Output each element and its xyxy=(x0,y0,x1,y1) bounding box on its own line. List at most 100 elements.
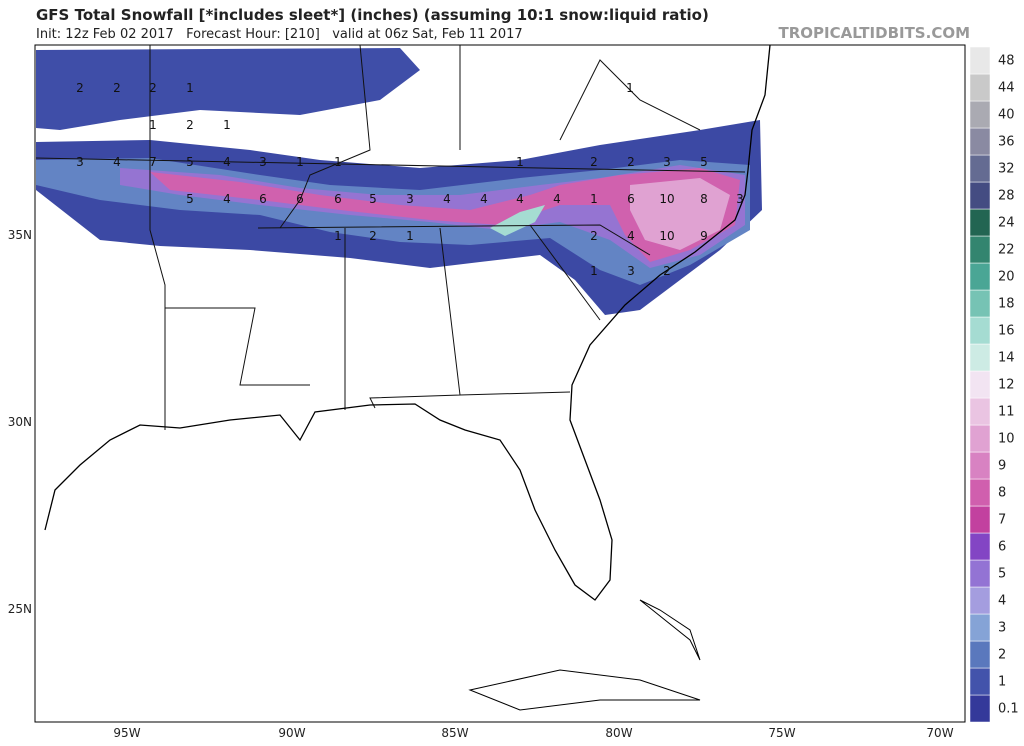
map-value-label: 5 xyxy=(186,192,194,206)
map-value-label: 10 xyxy=(659,192,674,206)
colorbar-swatch xyxy=(969,667,991,696)
map-value-label: 4 xyxy=(480,192,488,206)
title: GFS Total Snowfall [*includes sleet*] (i… xyxy=(36,6,709,24)
colorbar-swatch xyxy=(969,235,991,264)
colorbar-swatch xyxy=(969,289,991,318)
map-value-label: 4 xyxy=(553,192,561,206)
colorbar-label: 9 xyxy=(998,459,1006,474)
lon-label: 75W xyxy=(768,726,795,740)
colorbar-label: 18 xyxy=(998,297,1015,312)
colorbar-swatch xyxy=(969,532,991,561)
state-line xyxy=(165,307,310,386)
map-value-label: 2 xyxy=(590,155,598,169)
colorbar-swatch xyxy=(969,640,991,669)
map-value-label: 6 xyxy=(334,192,342,206)
colorbar-swatch xyxy=(969,397,991,426)
map-value-label: 2 xyxy=(113,81,121,95)
map-value-label: 3 xyxy=(736,192,744,206)
colorbar-swatch xyxy=(969,478,991,507)
state-line xyxy=(35,157,746,173)
map-value-label: 4 xyxy=(113,155,121,169)
map-value-label: 1 xyxy=(626,81,634,95)
colorbar-label: 12 xyxy=(998,378,1015,393)
snow-band xyxy=(150,168,740,262)
state-line xyxy=(529,224,601,321)
colorbar-label: 20 xyxy=(998,270,1015,285)
map-value-label: 5 xyxy=(369,192,377,206)
map-value-label: 5 xyxy=(700,155,708,169)
colorbar-label: 44 xyxy=(998,81,1015,96)
map-value-label: 3 xyxy=(406,192,414,206)
map-value-label: 2 xyxy=(149,81,157,95)
colorbar-label: 7 xyxy=(998,513,1006,528)
colorbar-swatch xyxy=(969,154,991,183)
snow-band xyxy=(630,178,730,250)
map-value-label: 1 xyxy=(186,81,194,95)
map-value-label: 3 xyxy=(627,264,635,278)
islands xyxy=(468,599,701,711)
colorbar-label: 3 xyxy=(998,621,1006,636)
map-value-label: 4 xyxy=(627,229,635,243)
colorbar-swatch xyxy=(969,613,991,642)
map-value-label: 9 xyxy=(700,229,708,243)
state-line xyxy=(459,391,571,396)
subtitle: Init: 12z Feb 02 2017 Forecast Hour: [21… xyxy=(36,27,523,42)
map-value-label: 2 xyxy=(627,155,635,169)
state-line xyxy=(279,44,371,229)
map-value-label: 8 xyxy=(700,192,708,206)
map-value-label: 2 xyxy=(369,229,377,243)
snow-band xyxy=(490,205,545,236)
colorbar-label: 22 xyxy=(998,243,1015,258)
colorbar-label: 32 xyxy=(998,162,1015,177)
state-line xyxy=(369,227,461,409)
colorbar-label: 10 xyxy=(998,432,1015,447)
map-value-label: 4 xyxy=(223,155,231,169)
lat-label: 35N xyxy=(8,228,32,242)
map-value-label: 1 xyxy=(516,155,524,169)
colorbar-label: 1 xyxy=(998,675,1006,690)
map-value-label: 1 xyxy=(334,229,342,243)
colorbar-swatch xyxy=(969,370,991,399)
colorbar-swatch xyxy=(969,451,991,480)
map-value-label: 6 xyxy=(627,192,635,206)
colorbar-label: 5 xyxy=(998,567,1006,582)
colorbar-swatch xyxy=(969,100,991,129)
snow-band xyxy=(36,48,420,130)
colorbar-label: 2 xyxy=(998,648,1006,663)
map-value-label: 1 xyxy=(406,229,414,243)
map-value-label: 7 xyxy=(149,155,157,169)
colorbar-swatch xyxy=(969,424,991,453)
map-value-label: 3 xyxy=(663,155,671,169)
map-value-label: 2 xyxy=(590,229,598,243)
map-value-label: 1 xyxy=(334,155,342,169)
colorbar-swatch xyxy=(969,73,991,102)
colorbar-label: 14 xyxy=(998,351,1015,366)
map-value-label: 6 xyxy=(259,192,267,206)
lon-label: 70W xyxy=(926,726,953,740)
colorbar-label: 36 xyxy=(998,135,1015,150)
lat-label: 25N xyxy=(8,602,32,616)
coastline xyxy=(44,44,771,601)
colorbar-label: 0.1 xyxy=(998,702,1019,717)
colorbar-label: 16 xyxy=(998,324,1015,339)
map-value-label: 1 xyxy=(296,155,304,169)
map xyxy=(34,44,966,723)
colorbar-label: 11 xyxy=(998,405,1015,420)
colorbar-label: 48 xyxy=(998,54,1015,69)
colorbar-label: 28 xyxy=(998,189,1015,204)
lon-label: 90W xyxy=(278,726,305,740)
map-value-label: 2 xyxy=(663,264,671,278)
colorbar-swatch xyxy=(969,127,991,156)
colorbar-swatch xyxy=(969,208,991,237)
map-value-label: 1 xyxy=(223,118,231,132)
map-value-label: 3 xyxy=(76,155,84,169)
lon-label: 80W xyxy=(605,726,632,740)
map-value-label: 1 xyxy=(149,118,157,132)
map-value-label: 1 xyxy=(590,264,598,278)
colorbar-swatch xyxy=(969,46,991,75)
colorbar-label: 24 xyxy=(998,216,1015,231)
map-value-label: 2 xyxy=(76,81,84,95)
colorbar-swatch xyxy=(969,316,991,345)
colorbar-label: 8 xyxy=(998,486,1006,501)
